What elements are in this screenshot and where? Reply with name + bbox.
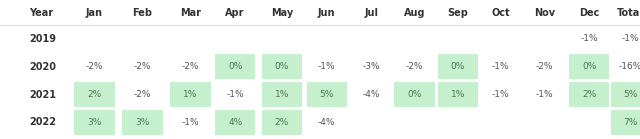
Text: 5%: 5% [623, 90, 638, 99]
Text: 0%: 0% [275, 62, 289, 71]
Bar [170, 82, 211, 107]
Bar [122, 110, 163, 135]
Text: -1%: -1% [182, 118, 199, 127]
Text: -2%: -2% [134, 62, 151, 71]
Text: 2%: 2% [582, 90, 596, 99]
Bar [262, 110, 302, 135]
Text: 0%: 0% [451, 62, 465, 71]
Text: 1%: 1% [183, 90, 198, 99]
Bar [438, 82, 478, 107]
Text: -2%: -2% [134, 90, 151, 99]
Text: 2%: 2% [87, 90, 102, 99]
Text: 3%: 3% [87, 118, 102, 127]
Bar [215, 110, 255, 135]
Bar [524, 54, 564, 79]
Text: -1%: -1% [622, 34, 639, 43]
Bar [215, 82, 255, 107]
Bar [307, 82, 347, 107]
Text: 0%: 0% [228, 62, 243, 71]
Text: -16%: -16% [619, 62, 640, 71]
Text: Apr: Apr [225, 8, 245, 18]
Text: 4%: 4% [228, 118, 243, 127]
Bar [351, 82, 392, 107]
Text: Nov: Nov [534, 8, 555, 18]
Bar [569, 26, 609, 51]
Text: -4%: -4% [363, 90, 380, 99]
Bar [74, 110, 115, 135]
Bar [611, 54, 640, 79]
Text: -2%: -2% [406, 62, 423, 71]
Bar [74, 82, 115, 107]
Bar [122, 54, 163, 79]
Text: -1%: -1% [318, 62, 335, 71]
Bar [262, 82, 302, 107]
Text: May: May [271, 8, 293, 18]
Text: -2%: -2% [536, 62, 553, 71]
Bar [74, 54, 115, 79]
Text: Jun: Jun [318, 8, 335, 18]
Text: -1%: -1% [580, 34, 598, 43]
Bar [611, 110, 640, 135]
Bar [611, 82, 640, 107]
Text: Oct: Oct [492, 8, 510, 18]
Text: 7%: 7% [623, 118, 638, 127]
Text: 3%: 3% [135, 118, 150, 127]
Text: Total: Total [618, 8, 640, 18]
Text: 2022: 2022 [29, 117, 56, 127]
Bar [569, 54, 609, 79]
Text: Sep: Sep [447, 8, 468, 18]
Bar [122, 82, 163, 107]
Text: 1%: 1% [275, 90, 289, 99]
Text: Jan: Jan [86, 8, 103, 18]
Text: -3%: -3% [363, 62, 380, 71]
Text: 0%: 0% [407, 90, 422, 99]
Bar [481, 54, 521, 79]
Bar [524, 82, 564, 107]
Text: Aug: Aug [404, 8, 425, 18]
Bar [307, 54, 347, 79]
Text: -2%: -2% [182, 62, 199, 71]
Text: 2020: 2020 [29, 62, 56, 72]
Bar [170, 110, 211, 135]
Text: 1%: 1% [451, 90, 465, 99]
Bar [438, 54, 478, 79]
Bar [481, 82, 521, 107]
Bar [307, 110, 347, 135]
Text: -4%: -4% [318, 118, 335, 127]
Text: 2021: 2021 [29, 90, 56, 100]
Bar [394, 54, 435, 79]
Text: Dec: Dec [579, 8, 599, 18]
Text: Mar: Mar [180, 8, 201, 18]
Text: Feb: Feb [132, 8, 152, 18]
Bar [215, 54, 255, 79]
Bar [569, 82, 609, 107]
Bar [394, 82, 435, 107]
Bar [611, 26, 640, 51]
Text: 2019: 2019 [29, 34, 56, 44]
Text: Year: Year [29, 8, 53, 18]
Text: -1%: -1% [536, 90, 553, 99]
Text: Jul: Jul [365, 8, 378, 18]
Text: -1%: -1% [492, 90, 509, 99]
Text: -2%: -2% [86, 62, 103, 71]
Bar [351, 54, 392, 79]
Text: 0%: 0% [582, 62, 596, 71]
Bar [262, 54, 302, 79]
Text: 5%: 5% [319, 90, 334, 99]
Text: -1%: -1% [492, 62, 509, 71]
Text: 2%: 2% [275, 118, 289, 127]
Bar [170, 54, 211, 79]
Text: -1%: -1% [227, 90, 244, 99]
